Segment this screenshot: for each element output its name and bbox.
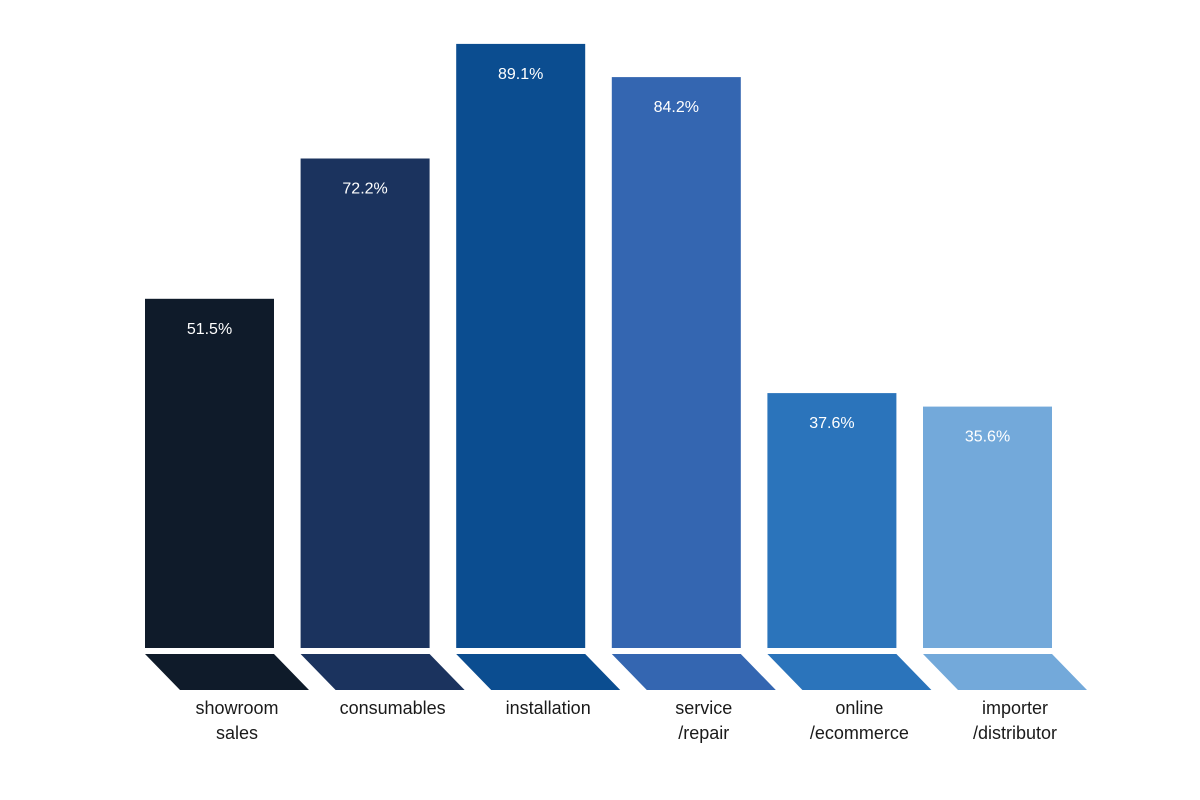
category-labels-group: showroom sales consumables installation serv… <box>195 698 1057 743</box>
category-label-importer-distributor: importer/distributor <box>973 698 1057 743</box>
category-label-showroom-sales: showroom sales <box>195 698 278 743</box>
bar-consumables <box>300 158 430 648</box>
value-label-service-repair: 84.2% <box>654 99 699 116</box>
bar-base-service-repair <box>611 654 776 690</box>
value-label-showroom-sales: 51.5% <box>187 321 232 338</box>
bar-base-installation <box>456 654 621 690</box>
bar-base-online-ecommerce <box>767 654 932 690</box>
bar-showroom-sales <box>145 298 274 648</box>
bar-service-repair <box>611 77 741 649</box>
value-label-installation: 89.1% <box>498 66 543 83</box>
bar-online-ecommerce <box>767 393 897 648</box>
value-labels-group: 51.5% 72.2% 89.1% 84.2% 37.6% 35.6% <box>187 66 1010 446</box>
bar-installation <box>456 43 586 648</box>
category-label-service-repair: service/repair <box>675 698 732 743</box>
category-label-consumables: consumables <box>340 698 446 718</box>
value-label-consumables: 72.2% <box>342 181 387 198</box>
bars-group <box>145 43 1052 649</box>
bar-importer-distributor <box>923 406 1052 648</box>
bar-base-importer-distributor <box>923 654 1087 690</box>
bar-base-showroom-sales <box>145 654 309 690</box>
category-label-online-ecommerce: online/ecommerce <box>810 698 909 743</box>
bar-bases-group <box>145 654 1087 690</box>
bar-base-consumables <box>300 654 465 690</box>
category-label-installation: installation <box>506 698 591 718</box>
value-label-importer-distributor: 35.6% <box>965 429 1010 446</box>
value-label-online-ecommerce: 37.6% <box>809 415 854 432</box>
